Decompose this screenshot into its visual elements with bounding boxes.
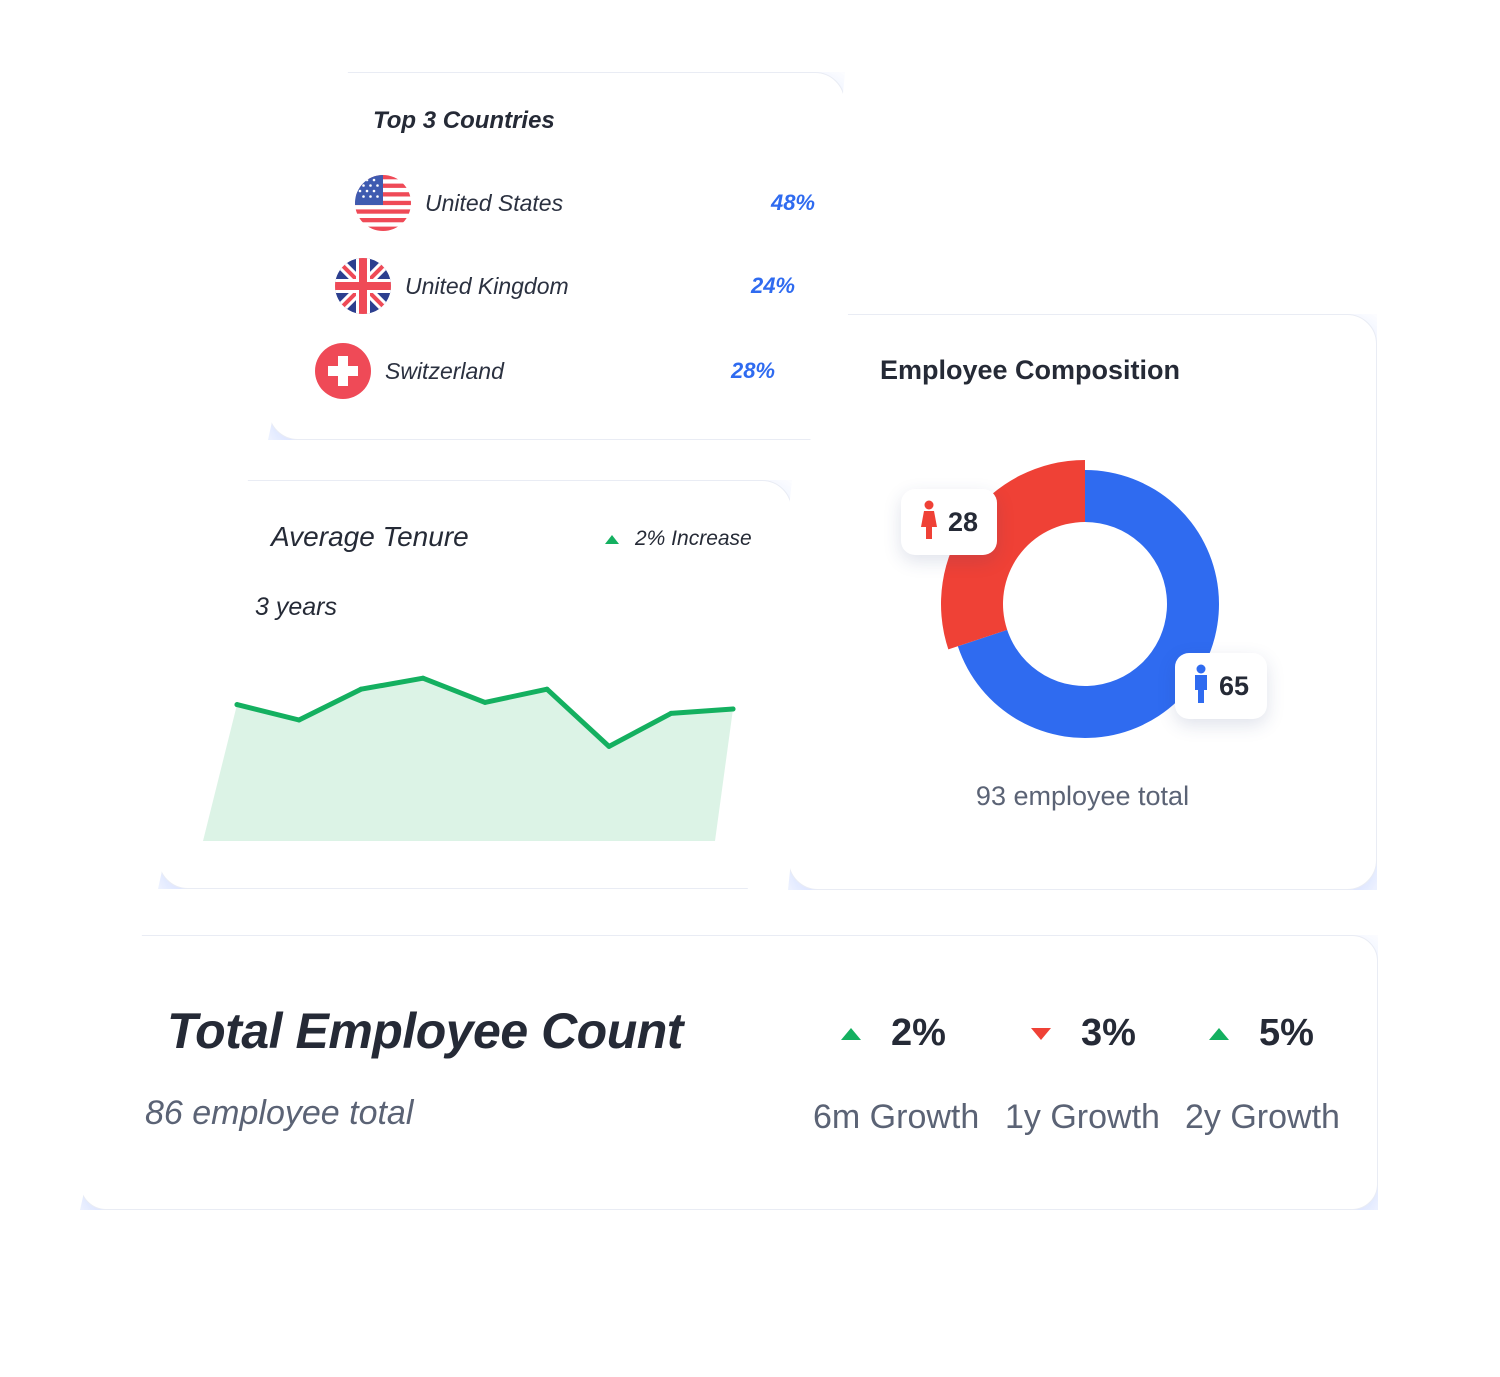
growth-label: 1y Growth bbox=[1005, 1098, 1160, 1136]
employee-composition-card: Employee Composition 28 65 93 employee t… bbox=[788, 314, 1377, 890]
male-icon bbox=[1193, 664, 1209, 709]
growth-6m: 2% 6m Growth bbox=[813, 1012, 1041, 1136]
average-tenure-card: Average Tenure 2% Increase 3 years bbox=[158, 480, 792, 889]
us-flag-icon bbox=[355, 175, 411, 231]
country-row-united-states[interactable]: United States 48% bbox=[355, 173, 815, 233]
growth-label: 2y Growth bbox=[1185, 1098, 1340, 1136]
tenure-point-9 bbox=[730, 706, 736, 712]
uk-flag-icon bbox=[335, 258, 391, 314]
trend-up-icon bbox=[841, 1027, 861, 1040]
trend-up-icon bbox=[1209, 1027, 1229, 1040]
country-row-switzerland[interactable]: Switzerland 28% bbox=[315, 341, 775, 401]
total-employee-subtitle: 86 employee total bbox=[145, 1094, 414, 1132]
tenure-point-5 bbox=[482, 699, 488, 705]
tenure-title: Average Tenure bbox=[271, 521, 469, 552]
top-countries-title: Top 3 Countries bbox=[373, 107, 555, 134]
country-name: United States bbox=[425, 189, 564, 216]
growth-value: 3% bbox=[1081, 1012, 1136, 1054]
male-count: 65 bbox=[1218, 670, 1250, 701]
growth-2y: 5% 2y Growth bbox=[1185, 1012, 1378, 1136]
donut-slice-female bbox=[941, 460, 1085, 650]
swiss-flag-icon bbox=[315, 343, 371, 399]
composition-title: Employee Composition bbox=[880, 355, 1181, 385]
tenure-point-8 bbox=[668, 710, 674, 716]
total-employee-count-card: Total Employee Count 86 employee total 2… bbox=[80, 935, 1378, 1210]
female-icon bbox=[920, 500, 938, 545]
top-countries-card: Top 3 Countries United Sta bbox=[268, 72, 845, 440]
tenure-point-2 bbox=[296, 717, 302, 723]
growth-value: 2% bbox=[891, 1012, 946, 1054]
country-name: United Kingdom bbox=[405, 272, 569, 299]
tenure-area-chart bbox=[203, 675, 736, 841]
tenure-point-3 bbox=[358, 686, 364, 692]
tenure-value: 3 years bbox=[255, 593, 337, 621]
tenure-point-7 bbox=[606, 743, 612, 749]
country-percent: 28% bbox=[730, 358, 775, 383]
tenure-delta-label: 2% Increase bbox=[635, 527, 752, 550]
composition-donut-chart bbox=[941, 460, 1219, 738]
trend-up-icon bbox=[605, 534, 619, 544]
male-count-badge: 65 bbox=[1175, 653, 1267, 719]
trend-down-icon bbox=[1031, 1027, 1051, 1040]
tenure-point-4 bbox=[420, 675, 426, 681]
growth-1y: 3% 1y Growth bbox=[1005, 1012, 1231, 1136]
total-employee-title: Total Employee Count bbox=[167, 1003, 683, 1059]
tenure-point-1 bbox=[234, 702, 240, 708]
growth-label: 6m Growth bbox=[813, 1098, 980, 1136]
growth-value: 5% bbox=[1259, 1012, 1314, 1054]
composition-total: 93 employee total bbox=[975, 781, 1190, 811]
tenure-delta: 2% Increase bbox=[605, 527, 752, 551]
female-count-badge: 28 bbox=[901, 489, 997, 555]
country-percent: 48% bbox=[770, 190, 815, 215]
female-count: 28 bbox=[947, 506, 979, 537]
tenure-point-6 bbox=[544, 686, 550, 692]
country-percent: 24% bbox=[750, 273, 795, 298]
country-row-united-kingdom[interactable]: United Kingdom 24% bbox=[335, 256, 795, 316]
donut-slice-male bbox=[957, 470, 1219, 738]
country-name: Switzerland bbox=[385, 357, 504, 384]
tenure-area-fill bbox=[203, 678, 733, 841]
